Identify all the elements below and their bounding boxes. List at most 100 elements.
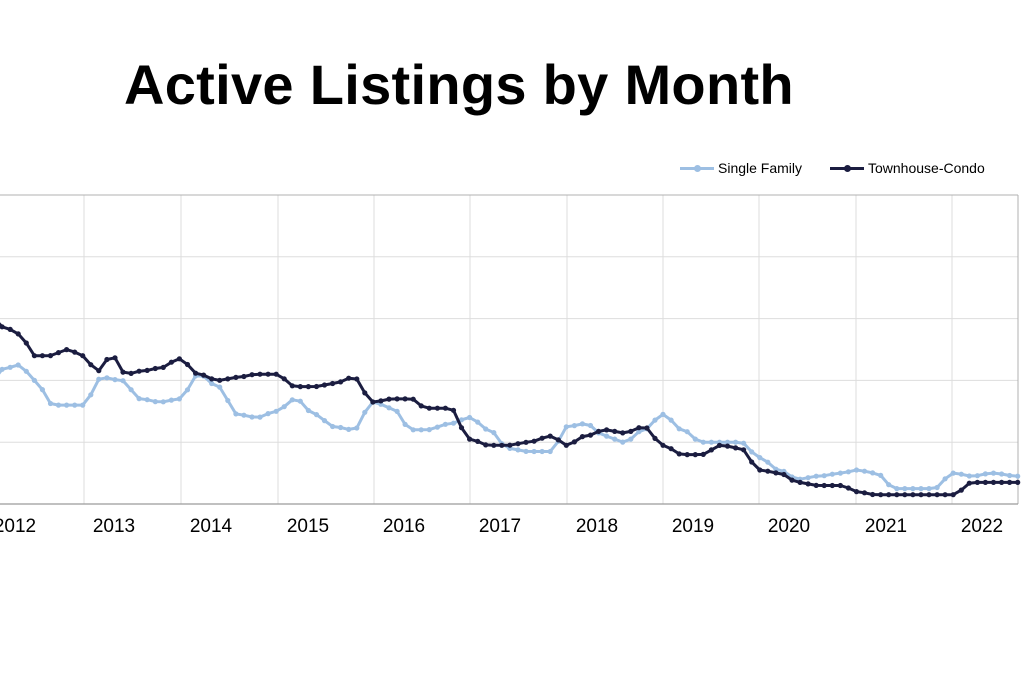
data-point-single-family [88, 392, 94, 398]
data-point-single-family [225, 397, 231, 404]
data-point-townhouse-condo [7, 326, 13, 332]
data-point-single-family [265, 411, 271, 417]
data-point-townhouse-condo [660, 442, 666, 448]
data-point-single-family [313, 412, 320, 418]
data-point-townhouse-condo [281, 376, 287, 382]
data-point-single-family [72, 402, 78, 408]
series-single-family [0, 362, 1021, 492]
data-point-single-family [289, 397, 295, 403]
data-point-single-family [990, 470, 997, 476]
data-point-townhouse-condo [797, 479, 803, 485]
data-point-townhouse-condo [845, 485, 852, 491]
data-point-single-family [515, 447, 521, 453]
chart-title: Active Listings by Month [124, 53, 794, 116]
data-point-townhouse-condo [128, 370, 134, 376]
data-point-townhouse-condo [475, 438, 481, 444]
data-point-single-family [821, 473, 827, 479]
data-point-townhouse-condo [354, 376, 360, 382]
legend-label-single-family: Single Family [718, 160, 803, 176]
data-point-single-family [724, 439, 731, 445]
legend-swatch-townhouse-condo [830, 160, 864, 176]
data-point-single-family [209, 380, 215, 387]
data-point-single-family [902, 486, 908, 492]
data-point-single-family [354, 425, 360, 431]
data-point-single-family [128, 387, 134, 393]
data-point-single-family [241, 412, 247, 418]
data-point-townhouse-condo [894, 492, 900, 498]
x-tick-label-2012: 2012 [0, 516, 36, 537]
data-point-townhouse-condo [152, 365, 158, 372]
series-layer [0, 322, 1021, 498]
data-point-single-family [120, 378, 126, 384]
data-point-townhouse-condo [321, 382, 328, 388]
data-point-townhouse-condo [765, 468, 771, 474]
data-point-townhouse-condo [249, 372, 255, 378]
data-point-single-family [96, 376, 102, 382]
data-point-townhouse-condo [604, 427, 610, 433]
data-point-single-family [338, 424, 344, 431]
data-point-townhouse-condo [330, 380, 336, 387]
data-point-townhouse-condo [338, 379, 344, 385]
data-point-townhouse-condo [741, 447, 747, 453]
data-point-single-family [612, 436, 618, 442]
data-point-single-family [531, 448, 537, 455]
data-point-single-family [136, 396, 142, 402]
data-point-single-family [829, 471, 835, 477]
x-axis-ticks: 2012 2013 2014 2015 2016 2017 2018 2019 2020 2021… [0, 516, 1003, 537]
data-point-single-family [144, 397, 150, 403]
legend-swatch-single-family [680, 160, 714, 176]
data-point-single-family [853, 467, 860, 473]
legend-item-townhouse-condo: Townhouse-Condo [830, 158, 985, 178]
data-point-townhouse-condo [160, 364, 166, 370]
data-point-single-family [668, 417, 674, 423]
data-point-townhouse-condo [491, 442, 497, 448]
data-point-townhouse-condo [378, 398, 384, 404]
data-point-townhouse-condo [467, 436, 473, 442]
data-point-townhouse-condo [781, 471, 787, 478]
data-point-single-family [660, 411, 666, 417]
data-point-single-family [652, 417, 658, 423]
data-point-townhouse-condo [773, 470, 779, 476]
data-point-single-family [491, 430, 497, 436]
data-point-single-family [886, 482, 892, 488]
data-point-townhouse-condo [829, 482, 835, 489]
data-point-single-family [394, 408, 400, 414]
data-point-townhouse-condo [72, 349, 78, 355]
data-point-townhouse-condo [708, 447, 715, 453]
x-tick-label-2021: 2021 [865, 516, 907, 537]
data-point-single-family [1015, 473, 1021, 479]
data-point-single-family [587, 422, 594, 429]
data-point-single-family [805, 475, 811, 481]
data-point-single-family [700, 439, 706, 445]
data-point-single-family [765, 459, 771, 465]
data-point-townhouse-condo [837, 482, 844, 489]
data-point-single-family [217, 384, 223, 390]
data-point-townhouse-condo [571, 439, 578, 445]
data-point-single-family [362, 409, 368, 415]
legend-item-single-family: Single Family [680, 158, 802, 178]
data-point-townhouse-condo [402, 396, 408, 402]
series-townhouse-condo [0, 322, 1021, 498]
data-point-single-family [442, 421, 448, 427]
data-point-single-family [813, 473, 819, 479]
data-point-single-family [636, 429, 642, 435]
data-point-townhouse-condo [386, 396, 392, 402]
data-point-townhouse-condo [88, 362, 94, 368]
data-point-townhouse-condo [749, 459, 755, 465]
data-point-townhouse-condo [684, 452, 690, 458]
data-point-townhouse-condo [64, 347, 70, 353]
data-point-townhouse-condo [934, 492, 940, 498]
data-point-townhouse-condo [507, 442, 513, 448]
data-point-townhouse-condo [289, 383, 295, 389]
x-tick-label-2018: 2018 [576, 516, 618, 537]
data-point-single-family [966, 473, 972, 479]
data-point-single-family [539, 448, 545, 455]
data-point-townhouse-condo [990, 479, 997, 485]
legend-label-townhouse-condo: Townhouse-Condo [868, 160, 985, 176]
data-point-single-family [450, 420, 457, 426]
data-point-single-family [410, 427, 416, 433]
data-point-townhouse-condo [733, 445, 739, 451]
data-point-single-family [23, 368, 29, 374]
data-point-townhouse-condo [789, 477, 795, 483]
data-point-townhouse-condo [974, 479, 981, 485]
